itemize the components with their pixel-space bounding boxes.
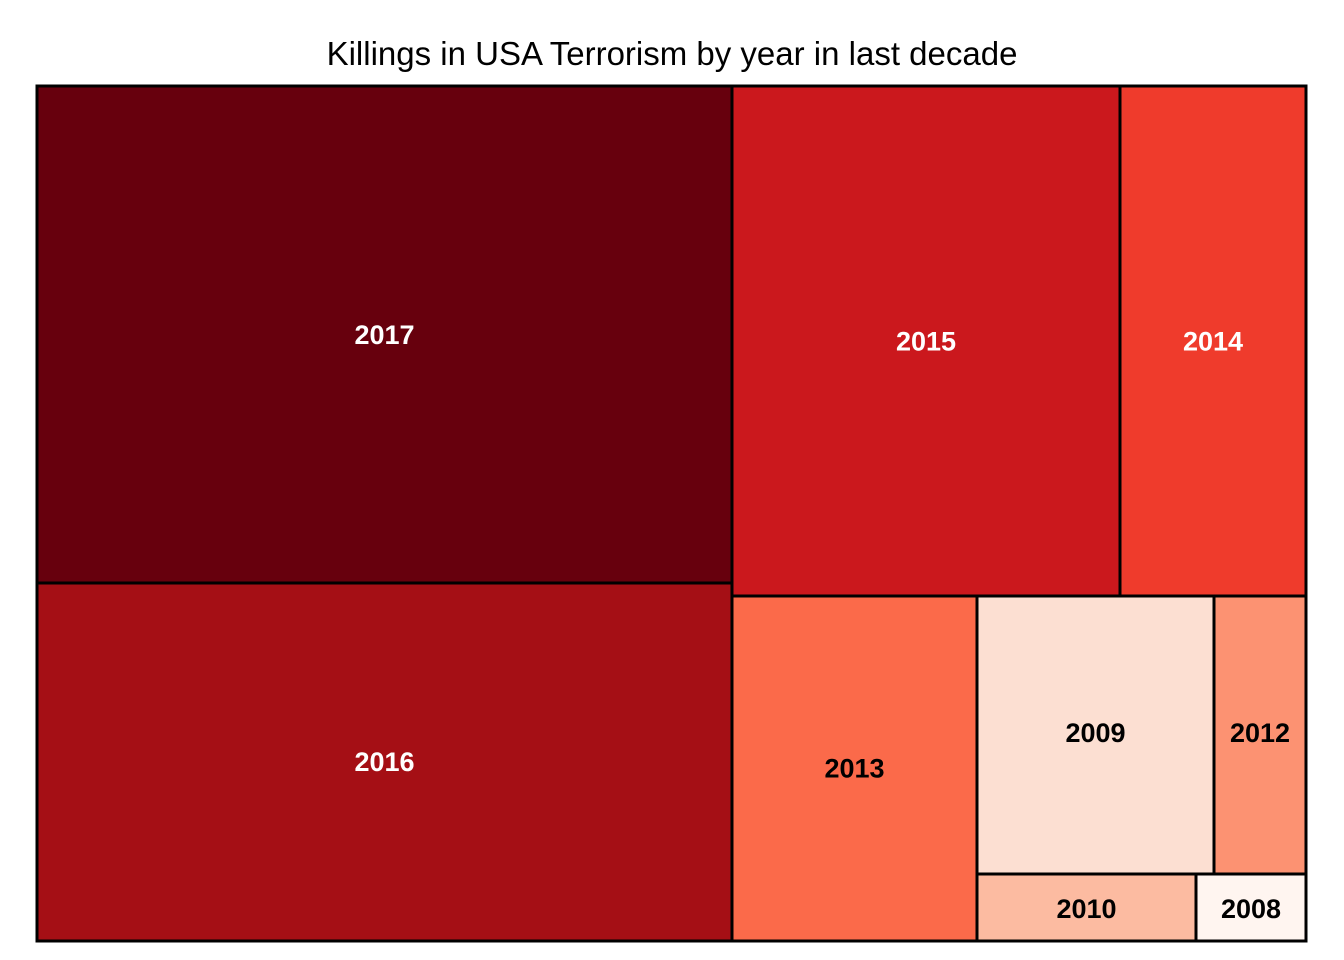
treemap-tile-2008: 2008 — [1194, 872, 1308, 943]
tile-label-2017: 2017 — [354, 320, 414, 350]
tile-label-2015: 2015 — [896, 327, 956, 357]
tile-label-2013: 2013 — [824, 753, 884, 783]
tile-rect-2014 — [1118, 84, 1308, 598]
tile-label-2016: 2016 — [354, 747, 414, 777]
tile-rect-2015 — [730, 84, 1122, 598]
tile-label-2012: 2012 — [1230, 718, 1290, 748]
chart-title: Killings in USA Terrorism by year in las… — [326, 35, 1018, 72]
tile-label-2010: 2010 — [1056, 894, 1116, 924]
tile-rect-2010 — [975, 872, 1198, 943]
treemap-tile-2015: 2015 — [730, 84, 1122, 598]
treemap-tile-2014: 2014 — [1118, 84, 1308, 598]
plot-border — [35, 84, 1308, 943]
treemap-tile-2016: 2016 — [35, 581, 734, 943]
treemap-tile-2013: 2013 — [730, 594, 979, 943]
tile-label-2009: 2009 — [1065, 718, 1125, 748]
treemap-tile-2010: 2010 — [975, 872, 1198, 943]
treemap-tile-2017: 2017 — [35, 84, 734, 585]
treemap-tile-2012: 2012 — [1212, 594, 1308, 876]
tile-label-2014: 2014 — [1183, 327, 1243, 357]
tile-label-2008: 2008 — [1221, 894, 1281, 924]
tile-rect-2017 — [35, 84, 734, 585]
treemap-tile-2009: 2009 — [975, 594, 1216, 876]
tile-rect-2016 — [35, 581, 734, 943]
